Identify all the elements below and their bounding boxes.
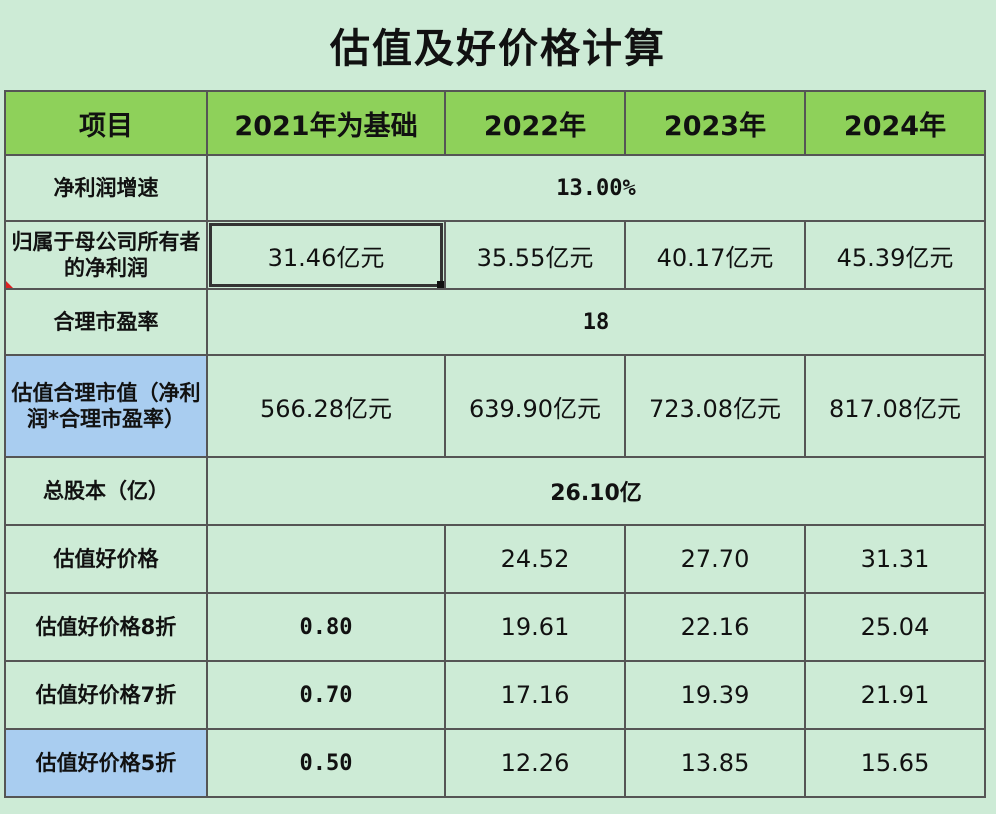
- table-cell[interactable]: [206, 524, 446, 594]
- header-cell[interactable]: 2024年: [804, 90, 986, 156]
- table-cell[interactable]: 19.39: [624, 660, 806, 730]
- table-cell[interactable]: 13.85: [624, 728, 806, 798]
- header-cell[interactable]: 项目: [4, 90, 208, 156]
- header-row: 项目 2021年为基础 2022年 2023年 2024年: [4, 90, 986, 156]
- selected-cell[interactable]: 31.46亿元: [206, 220, 446, 290]
- table-cell[interactable]: 40.17亿元: [624, 220, 806, 290]
- row-label[interactable]: 估值好价格8折: [4, 592, 208, 662]
- table-cell[interactable]: 0.70: [206, 660, 446, 730]
- header-cell[interactable]: 2023年: [624, 90, 806, 156]
- table-cell[interactable]: 0.80: [206, 592, 446, 662]
- cell-text: 31.46亿元: [267, 243, 385, 272]
- merged-cell[interactable]: 26.10亿: [206, 456, 986, 526]
- table-row: 净利润增速 13.00%: [4, 154, 986, 222]
- row-label[interactable]: 估值好价格7折: [4, 660, 208, 730]
- comment-marker-icon: [7, 281, 13, 287]
- valuation-table: 项目 2021年为基础 2022年 2023年 2024年 净利润增速 13.0…: [4, 90, 986, 798]
- table-row: 估值好价格7折 0.70 17.16 19.39 21.91: [4, 660, 986, 730]
- row-label[interactable]: 归属于母公司所有者的净利润: [4, 220, 208, 290]
- table-cell[interactable]: 45.39亿元: [804, 220, 986, 290]
- table-cell[interactable]: 21.91: [804, 660, 986, 730]
- row-label[interactable]: 净利润增速: [4, 154, 208, 222]
- row-label[interactable]: 估值好价格: [4, 524, 208, 594]
- header-cell[interactable]: 2021年为基础: [206, 90, 446, 156]
- table-cell[interactable]: 24.52: [444, 524, 626, 594]
- row-label[interactable]: 估值合理市值（净利润*合理市盈率）: [4, 354, 208, 458]
- fill-handle-icon[interactable]: [437, 281, 443, 287]
- table-cell[interactable]: 566.28亿元: [206, 354, 446, 458]
- row-label-text: 归属于母公司所有者的净利润: [11, 229, 201, 280]
- table-cell[interactable]: 723.08亿元: [624, 354, 806, 458]
- table-row: 估值好价格 24.52 27.70 31.31: [4, 524, 986, 594]
- row-label[interactable]: 估值好价格5折: [4, 728, 208, 798]
- table-cell[interactable]: 22.16: [624, 592, 806, 662]
- table-cell[interactable]: 0.50: [206, 728, 446, 798]
- table-cell[interactable]: 17.16: [444, 660, 626, 730]
- merged-cell[interactable]: 18: [206, 288, 986, 356]
- table-row: 估值好价格5折 0.50 12.26 13.85 15.65: [4, 728, 986, 798]
- merged-cell[interactable]: 13.00%: [206, 154, 986, 222]
- table-row: 估值好价格8折 0.80 19.61 22.16 25.04: [4, 592, 986, 662]
- table-cell[interactable]: 817.08亿元: [804, 354, 986, 458]
- table-row: 总股本（亿） 26.10亿: [4, 456, 986, 526]
- header-cell[interactable]: 2022年: [444, 90, 626, 156]
- table-cell[interactable]: 15.65: [804, 728, 986, 798]
- table-cell[interactable]: 19.61: [444, 592, 626, 662]
- table-cell[interactable]: 639.90亿元: [444, 354, 626, 458]
- table-cell[interactable]: 25.04: [804, 592, 986, 662]
- table-row: 归属于母公司所有者的净利润 31.46亿元 35.55亿元 40.17亿元 45…: [4, 220, 986, 290]
- row-label[interactable]: 合理市盈率: [4, 288, 208, 356]
- table-cell[interactable]: 27.70: [624, 524, 806, 594]
- table-cell[interactable]: 12.26: [444, 728, 626, 798]
- table-cell[interactable]: 35.55亿元: [444, 220, 626, 290]
- table-row: 合理市盈率 18: [4, 288, 986, 356]
- row-label[interactable]: 总股本（亿）: [4, 456, 208, 526]
- table-row: 估值合理市值（净利润*合理市盈率） 566.28亿元 639.90亿元 723.…: [4, 354, 986, 458]
- table-cell[interactable]: 31.31: [804, 524, 986, 594]
- page-title: 估值及好价格计算: [330, 26, 666, 72]
